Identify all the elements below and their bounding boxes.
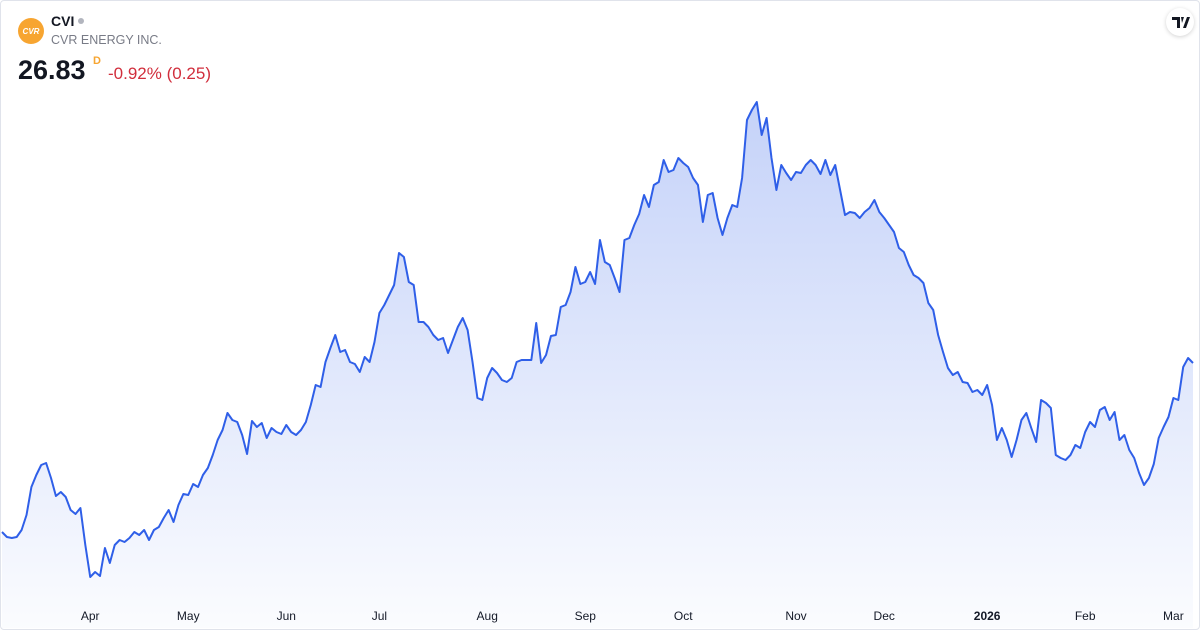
- price-change: -0.92% (0.25): [108, 64, 211, 83]
- company-name: CVR ENERGY INC.: [51, 33, 162, 47]
- tv-icon: [1172, 17, 1190, 28]
- price-line: [1, 101, 1194, 578]
- tv-glyph: [1172, 17, 1190, 28]
- logo: CVR: [18, 18, 44, 44]
- ticker: CVI: [51, 13, 75, 29]
- area-fill: [2, 102, 1193, 628]
- status-dot: [78, 18, 84, 24]
- price: 26.83: [18, 55, 86, 85]
- tradingview-logo[interactable]: [1166, 8, 1194, 36]
- interval: D: [93, 55, 101, 67]
